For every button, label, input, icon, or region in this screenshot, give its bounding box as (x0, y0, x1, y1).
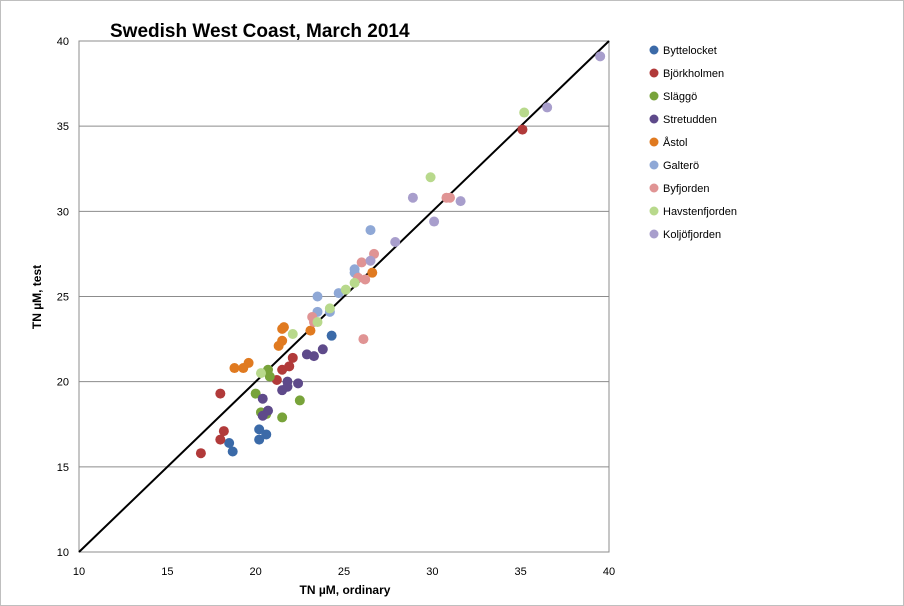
x-tick-label: 15 (161, 566, 173, 578)
point-series-3 (308, 351, 319, 362)
point-series-4 (243, 357, 254, 368)
point-series-7 (425, 172, 436, 183)
point-series-6 (356, 257, 367, 268)
point-series-8 (542, 102, 553, 113)
point-series-5 (349, 264, 360, 275)
legend-label: Galterö (663, 160, 699, 172)
legend-marker (649, 114, 659, 124)
point-series-1 (517, 124, 528, 135)
point-series-6 (358, 334, 369, 345)
point-series-6 (360, 274, 371, 285)
y-tick-label: 35 (57, 121, 69, 133)
point-series-7 (519, 107, 530, 118)
legend-marker (649, 160, 659, 170)
point-series-1 (215, 388, 226, 399)
legend-label: Björkholmen (663, 68, 724, 80)
point-series-4 (277, 335, 288, 346)
point-series-1 (195, 448, 206, 459)
point-series-3 (257, 393, 268, 404)
plot-area-border (78, 40, 610, 553)
legend-marker (649, 45, 659, 55)
point-series-4 (229, 363, 240, 374)
y-axis-title: TN µM, test (30, 265, 44, 329)
legend-marker (649, 229, 659, 239)
point-series-1 (215, 434, 226, 445)
point-series-2 (277, 412, 288, 423)
legend-label: Havstenfjorden (663, 206, 737, 218)
point-series-7 (312, 317, 323, 328)
x-tick-label: 40 (603, 566, 615, 578)
point-series-2 (250, 388, 261, 399)
point-series-3 (263, 405, 274, 416)
point-series-8 (455, 196, 466, 207)
legend-label: Koljöfjorden (663, 229, 721, 241)
x-tick-label: 35 (515, 566, 527, 578)
legend-marker (649, 183, 659, 193)
point-series-0 (227, 446, 238, 457)
point-series-7 (340, 284, 351, 295)
point-series-8 (390, 236, 401, 247)
gridlines (79, 40, 609, 468)
tick-labels: 10 15 20 25 30 35 40 10 15 20 25 30 35 40 (57, 36, 615, 578)
legend-marker (649, 91, 659, 101)
point-series-0 (224, 437, 235, 448)
point-series-3 (282, 381, 293, 392)
point-series-5 (365, 225, 376, 236)
point-series-8 (595, 51, 606, 62)
point-series-3 (317, 344, 328, 355)
legend-marker (649, 206, 659, 216)
y-tick-label: 40 (57, 36, 69, 48)
point-series-0 (326, 330, 337, 341)
point-series-7 (255, 368, 266, 379)
legend-label: Släggö (663, 91, 697, 103)
point-series-2 (294, 395, 305, 406)
y-tick-label: 15 (57, 462, 69, 474)
y-tick-label: 25 (57, 292, 69, 304)
x-tick-label: 25 (338, 566, 350, 578)
point-series-0 (261, 429, 272, 440)
point-series-8 (407, 192, 418, 203)
x-tick-label: 30 (426, 566, 438, 578)
point-series-8 (429, 216, 440, 227)
point-series-1 (218, 426, 229, 437)
x-axis-title: TN µM, ordinary (300, 583, 391, 597)
legend-label: Åstol (663, 136, 687, 149)
legend-marker (649, 68, 659, 78)
point-series-6 (445, 192, 455, 203)
y-tick-label: 30 (57, 206, 69, 218)
point-series-4 (278, 322, 289, 333)
legend-label: Stretudden (663, 114, 717, 126)
legend-label: Byfjorden (663, 183, 709, 195)
y-tick-label: 20 (57, 377, 69, 389)
point-series-0 (254, 434, 265, 445)
point-series-8 (365, 255, 376, 266)
legend-marker (649, 137, 659, 147)
point-series-7 (287, 328, 298, 339)
point-series-4 (367, 267, 378, 278)
point-series-7 (324, 303, 335, 314)
point-series-7 (349, 277, 360, 288)
point-series-2 (264, 371, 275, 382)
legend: Byttelocket Björkholmen Släggö Stretudden Ås… (649, 45, 737, 241)
data-points (195, 51, 606, 459)
point-series-1 (287, 352, 298, 363)
point-series-3 (293, 378, 304, 389)
legend-label: Byttelocket (663, 45, 717, 57)
point-series-0 (254, 424, 265, 435)
point-series-4 (305, 325, 316, 336)
x-tick-label: 20 (250, 566, 262, 578)
point-series-5 (312, 291, 323, 302)
chart-title: Swedish West Coast, March 2014 (110, 21, 410, 42)
x-tick-label: 10 (73, 566, 85, 578)
point-series-1 (284, 361, 295, 372)
y-tick-label: 10 (57, 547, 69, 559)
